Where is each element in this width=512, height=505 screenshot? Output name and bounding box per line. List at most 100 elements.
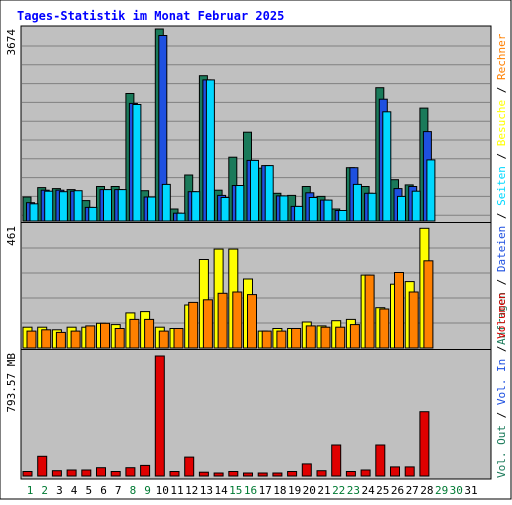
bar-visits-rechner-1 [26,330,37,349]
bar-visits-rechner-18 [276,330,287,349]
legend-separator: / [495,80,508,100]
bar-visits-rechner-22 [335,326,346,349]
legend-separator: / [495,146,508,166]
bar-volume-volumen-27 [404,466,415,477]
x-tick-label-9: 9 [144,484,151,497]
bar-requests-seiten-2 [44,190,54,222]
x-tick-label-3: 3 [56,484,63,497]
bar-visits-rechner-26 [394,272,404,349]
side-legend-text: Anfragen / Dateien / Seiten / Besuche / … [495,33,508,345]
bar-visits-rechner-2 [41,329,52,349]
legend-item-rechner: Rechner [495,33,508,80]
bar-visits-rechner-21 [320,326,331,349]
bar-requests-seiten-4 [73,190,83,222]
max-label-visits: 461 [5,226,18,246]
x-tick-label-1: 1 [27,484,34,497]
bar-visits-rechner-25 [379,308,390,349]
bar-requests-seiten-5 [88,206,98,222]
legend-item-dateien: Dateien [495,226,508,272]
x-tick-label-2: 2 [41,484,48,497]
bar-requests-seiten-26 [397,195,406,222]
bar-requests-seiten-7 [117,189,127,222]
x-tick-label-29: 29 [435,484,448,497]
bar-requests-seiten-21 [323,199,333,222]
bar-visits-rechner-4 [70,330,81,349]
bar-visits-rechner-24 [364,274,375,349]
bar-volume-volumen-17 [257,472,268,477]
bar-volume-volumen-1 [22,471,33,477]
bar-volume-volumen-23 [345,471,356,477]
x-tick-label-21: 21 [317,484,330,497]
x-tick-label-30: 30 [450,484,463,497]
bar-volume-volumen-25 [375,444,386,477]
bar-requests-seiten-12 [191,191,201,222]
bar-volume-volumen-21 [316,470,327,477]
chart-title: Tages-Statistik im Monat Februar 2025 [17,9,284,23]
bar-volume-volumen-16 [243,472,253,477]
bar-requests-seiten-14 [220,197,230,222]
bar-requests-seiten-17 [264,165,274,222]
x-tick-label-6: 6 [100,484,107,497]
x-tick-label-13: 13 [200,484,213,497]
bar-volume-volumen-18 [272,472,283,477]
x-tick-label-16: 16 [244,484,257,497]
bar-requests-seiten-10 [161,183,171,222]
bar-volume-volumen-10 [154,355,165,477]
bar-visits-rechner-8 [129,318,140,349]
bar-visits-rechner-3 [55,331,66,349]
bar-volume-volumen-7 [110,471,121,477]
bar-requests-seiten-25 [382,111,392,222]
bar-visits-rechner-19 [291,328,302,349]
bar-volume-volumen-22 [331,444,342,477]
bar-requests-seiten-11 [176,212,186,222]
bar-volume-volumen-2 [37,455,48,477]
legend-item-volumen: Volumen [495,293,508,339]
x-tick-label-8: 8 [130,484,137,497]
bar-requests-seiten-8 [132,104,142,222]
bar-requests-seiten-3 [58,191,68,222]
bar-visits-rechner-14 [217,292,228,349]
bar-volume-volumen-19 [287,471,298,477]
legend-item-seiten: Seiten [495,166,508,206]
x-tick-label-20: 20 [303,484,316,497]
bar-requests-seiten-28 [426,159,436,222]
bar-requests-seiten-15 [235,185,245,222]
bar-requests-seiten-13 [205,79,215,222]
bar-requests-seiten-23 [352,183,362,222]
bar-volume-volumen-20 [301,463,312,477]
x-tick-label-27: 27 [406,484,419,497]
bar-requests-seiten-18 [279,195,289,222]
bar-visits-rechner-23 [349,324,360,349]
x-tick-label-5: 5 [85,484,92,497]
bar-visits-rechner-11 [173,328,184,349]
legend-item-anfragen: Anfragen [495,292,508,345]
x-tick-label-25: 25 [376,484,389,497]
bar-visits-rechner-20 [305,325,316,349]
bar-visits-rechner-17 [261,330,272,349]
x-tick-label-31: 31 [464,484,477,497]
x-tick-label-19: 19 [288,484,301,497]
max-label-requests: 3674 [5,29,18,56]
bar-requests-seiten-16 [250,159,259,222]
x-tick-label-7: 7 [115,484,122,497]
bar-visits-rechner-27 [408,291,419,349]
bar-visits-rechner-10 [158,330,169,349]
bar-volume-volumen-4 [66,469,77,477]
x-tick-label-10: 10 [156,484,169,497]
x-tick-label-11: 11 [170,484,183,497]
legend-item-besuche: Besuche [495,100,508,146]
max-label-volume: 793.57 MB [5,353,18,413]
bar-visits-rechner-28 [423,260,434,349]
bar-volume-volumen-24 [360,469,371,477]
bar-volume-volumen-8 [125,467,136,477]
x-tick-label-26: 26 [391,484,404,497]
bar-volume-volumen-11 [169,471,180,477]
bar-requests-seiten-22 [338,210,348,222]
bar-visits-rechner-9 [144,318,155,349]
bar-volume-volumen-3 [51,470,62,477]
bar-requests-seiten-20 [308,197,318,222]
legend-item-vol-out: Vol. Out [495,425,508,478]
bar-visits-rechner-7 [114,328,125,349]
bar-volume-volumen-9 [140,464,151,477]
